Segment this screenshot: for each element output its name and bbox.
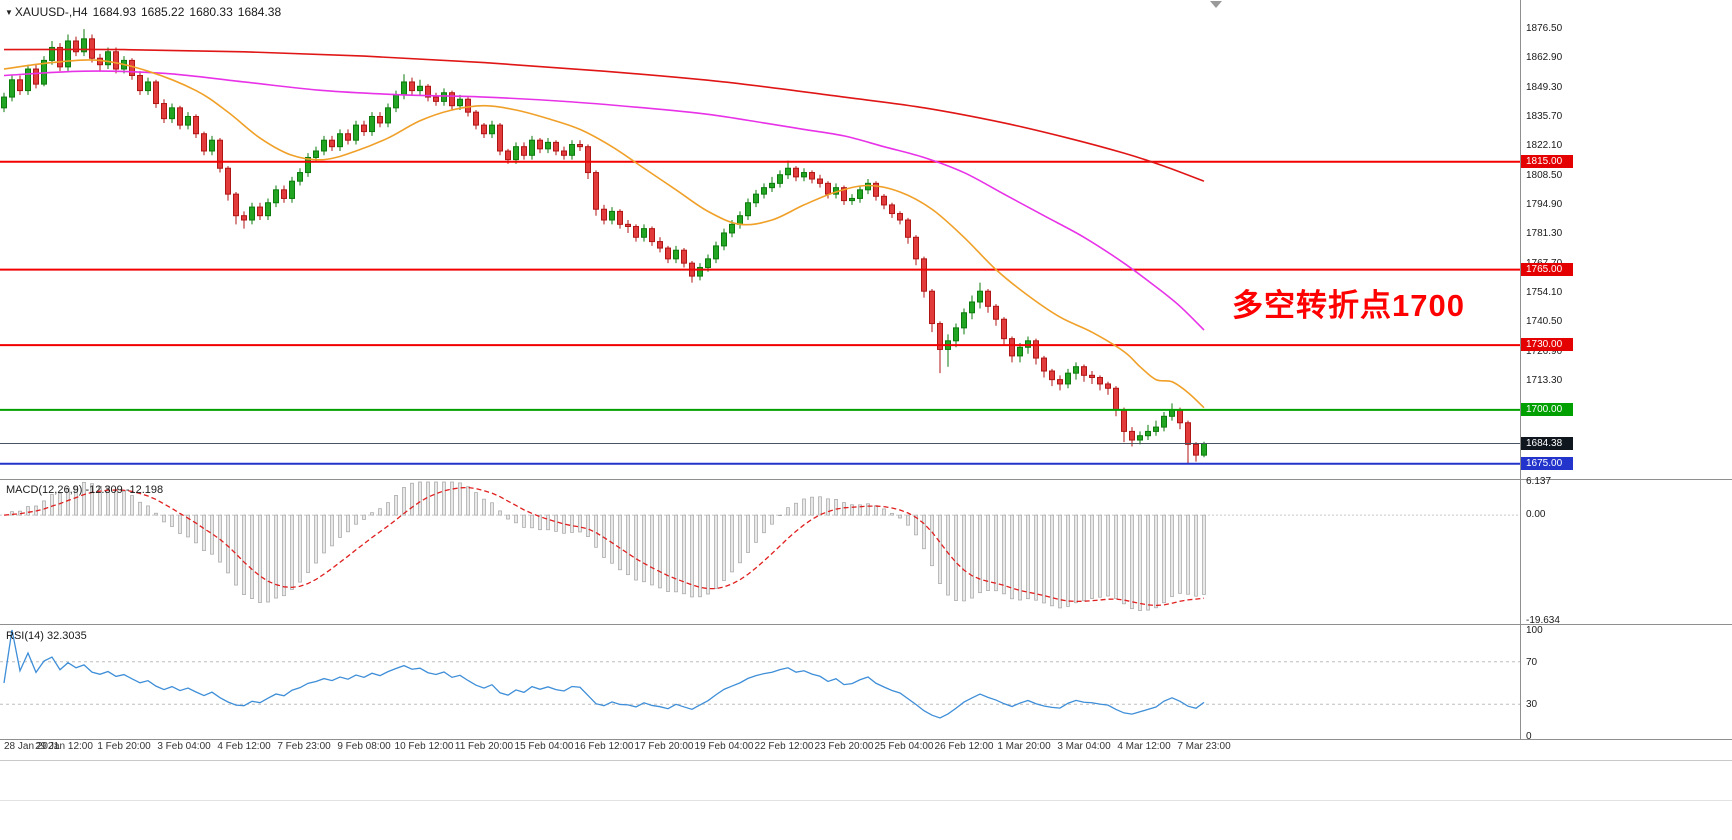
time-axis-label: 7 Feb 23:00 [277,741,331,752]
price-axis-label: 1740.50 [1526,316,1563,328]
price-axis-label: 1876.50 [1526,23,1563,35]
time-axis-label: 28 Jan 2021 [4,741,60,752]
time-axis-label: 26 Feb 12:00 [934,741,994,752]
time-axis-label: 25 Feb 04:00 [874,741,934,752]
time-axis-label: 29 Jan 12:00 [35,741,93,752]
time-axis-label: 22 Feb 12:00 [754,741,814,752]
ohlc-open: 1684.93 [92,5,136,19]
candles [1,29,1207,464]
time-axis-label: 10 Feb 12:00 [394,741,454,752]
panel-separators [0,0,1732,801]
rsi-indicator-label: RSI(14) 32.3035 [6,630,87,642]
price-line-label: 1765.00 [1521,262,1573,276]
rsi-line [3,629,1205,719]
price-direction-down-icon: ▼ [5,8,13,17]
ma-fast-orange-line [3,59,1205,409]
rsi-axis-label: 0 [1526,731,1532,742]
macd-indicator-label: MACD(12,26,9) -12.309 -12.198 [6,484,164,496]
macd-signal-line [3,486,1205,607]
macd-axis-label: 6.137 [1526,475,1552,487]
price-axis-label: 1808.50 [1526,169,1563,181]
chart-shift-marker-icon [1210,1,1222,8]
price-axis-label: 1754.10 [1526,287,1563,299]
horizontal-level-lines [0,160,1520,465]
price-axis-label: 1849.30 [1526,81,1563,93]
rsi-axis-label: 100 [1526,625,1543,636]
time-axis-label: 17 Feb 20:00 [634,741,694,752]
time-axis-label: 4 Mar 12:00 [1117,741,1171,752]
macd-axis-label: -19.634 [1526,615,1560,626]
ma-mid-magenta-line [3,70,1205,331]
price-line-label: 1700.00 [1521,402,1573,416]
time-axis-label: 9 Feb 08:00 [337,741,391,752]
price-line-label: 1684.38 [1521,436,1573,450]
time-axis-label: 19 Feb 04:00 [694,741,754,752]
ohlc-low: 1680.33 [189,5,233,19]
rsi-level-lines [0,661,1520,705]
price-line-label: 1815.00 [1521,154,1573,168]
price-axis-label: 1835.70 [1526,111,1563,123]
time-axis[interactable]: 28 Jan 2021 29 Jan 12:00 1 Feb 20:00 3 Feb … [0,741,1520,757]
price-axis-label: 1713.30 [1526,375,1563,387]
time-axis-label: 3 Mar 04:00 [1057,741,1111,752]
time-axis-label: 11 Feb 20:00 [454,741,514,752]
time-axis-label: 23 Feb 20:00 [814,741,874,752]
ohlc-high: 1685.22 [141,5,185,19]
price-axis[interactable]: 1876.50 1862.90 1849.30 1835.70 1822.10 1808.… [1520,0,1732,760]
ohlc-close: 1684.38 [237,5,282,19]
price-line-label: 1730.00 [1521,338,1573,352]
price-axis-label: 1794.90 [1526,199,1563,211]
macd-histogram [10,481,1206,611]
time-axis-label: 16 Feb 12:00 [574,741,634,752]
annotation-text: 多空转折点1700 [1232,288,1465,323]
price-axis-label: 1822.10 [1526,140,1563,152]
time-axis-label: 7 Mar 23:00 [1177,741,1231,752]
price-axis-label: 1726.90 [1526,345,1563,357]
rsi-axis-label: 30 [1526,699,1538,711]
ma-slow-red-line [3,48,1205,182]
price-axis-label: 1781.30 [1526,228,1563,240]
time-axis-label: 4 Feb 12:00 [217,741,271,752]
price-axis-label: 1862.90 [1526,52,1563,64]
chart-title: ▼ XAUUSD-,H4 1684.93 1685.22 1680.33 1684.38 [5,5,286,19]
time-axis-label: 1 Mar 20:00 [997,741,1051,752]
time-axis-label: 1 Feb 20:00 [97,741,151,752]
time-axis-label: 15 Feb 04:00 [514,741,574,752]
macd-axis-label: 0.00 [1526,509,1546,521]
rsi-axis-label: 70 [1526,656,1538,668]
price-line-label: 1675.00 [1521,456,1573,470]
time-axis-label: 3 Feb 04:00 [157,741,211,752]
symbol-timeframe: XAUUSD-,H4 [14,5,88,19]
